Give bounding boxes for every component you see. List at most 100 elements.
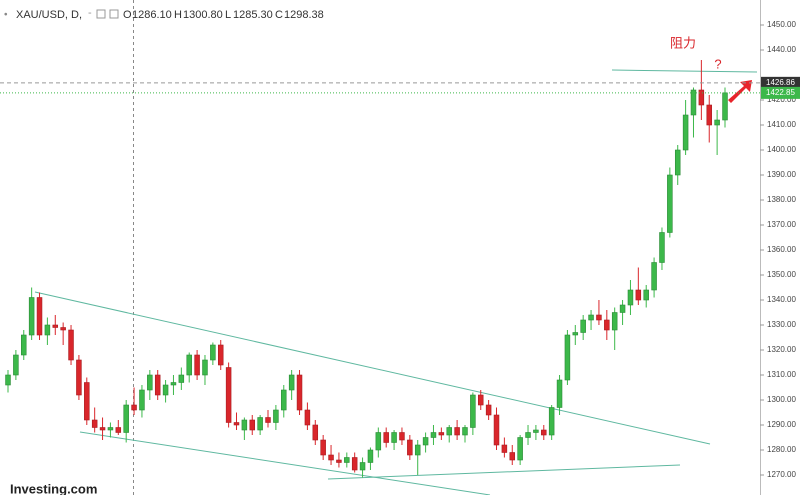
symbol: XAU/USD, D, bbox=[16, 9, 82, 21]
channel-lower bbox=[79, 431, 491, 495]
candle-body bbox=[123, 404, 129, 433]
arrow-icon bbox=[728, 80, 752, 103]
candle-body bbox=[351, 457, 358, 471]
y-tick-label: 1400.00 bbox=[767, 145, 796, 154]
candle-body bbox=[241, 419, 248, 431]
y-tick-label: 1440.00 bbox=[767, 45, 796, 54]
candle-body bbox=[225, 367, 232, 423]
candle-body bbox=[501, 444, 508, 453]
candle-body bbox=[304, 409, 311, 426]
candle-body bbox=[548, 407, 555, 436]
logo: Investing.com bbox=[10, 481, 97, 495]
candle-body bbox=[131, 404, 137, 411]
candle-body bbox=[52, 324, 59, 328]
ohlc-value: 1298.38 bbox=[284, 9, 324, 21]
candle-body bbox=[604, 319, 610, 331]
candle-body bbox=[674, 149, 681, 176]
candle-body bbox=[659, 232, 665, 263]
candle-body bbox=[525, 432, 531, 438]
y-tick-label: 1370.00 bbox=[767, 220, 796, 229]
candle-body bbox=[288, 374, 295, 391]
candle-body bbox=[154, 374, 161, 396]
y-tick-label: 1310.00 bbox=[767, 370, 796, 379]
candle-body bbox=[60, 327, 66, 331]
candle-body bbox=[107, 427, 114, 431]
y-tick-label: 1290.00 bbox=[767, 420, 796, 429]
candle-body bbox=[257, 417, 263, 431]
candle-body bbox=[714, 119, 720, 126]
header-marker: • bbox=[4, 10, 8, 21]
candle-body bbox=[651, 262, 657, 291]
candle-body bbox=[509, 452, 516, 461]
header: • XAU/USD, D, - O 1286.10 H 1300.80 L 12… bbox=[4, 7, 324, 21]
candle-body bbox=[233, 422, 240, 426]
candle-body bbox=[217, 344, 224, 366]
header-dash: - bbox=[88, 7, 92, 19]
candle-body bbox=[414, 444, 421, 456]
candle-body bbox=[273, 409, 279, 423]
candle-body bbox=[556, 379, 563, 408]
candle-body bbox=[517, 437, 523, 461]
candle-body bbox=[115, 427, 122, 433]
candle-body bbox=[44, 324, 51, 336]
ohlc-label: C bbox=[275, 9, 283, 21]
candle-body bbox=[682, 114, 689, 151]
candle-body bbox=[202, 359, 208, 376]
candle-body bbox=[438, 432, 445, 436]
candle-body bbox=[186, 354, 192, 376]
ohlc-value: 1286.10 bbox=[132, 9, 172, 21]
candle-body bbox=[619, 304, 626, 313]
annotation: ? bbox=[714, 56, 721, 71]
candle-body bbox=[572, 332, 579, 336]
annotation: 阻力 bbox=[670, 35, 696, 50]
candle-body bbox=[533, 429, 539, 433]
candle-body bbox=[147, 374, 153, 391]
candle-body bbox=[493, 414, 500, 446]
candle-body bbox=[336, 459, 342, 463]
candle-body bbox=[296, 374, 303, 411]
candle-body bbox=[139, 389, 145, 411]
ohlc-value: 1300.80 bbox=[183, 9, 223, 21]
candle-body bbox=[91, 419, 98, 428]
candle-body bbox=[407, 439, 413, 456]
last-price-label: 1422.85 bbox=[766, 88, 795, 97]
candle-body bbox=[690, 89, 697, 116]
candle-body bbox=[76, 359, 82, 396]
candle-body bbox=[627, 289, 634, 306]
y-tick-label: 1360.00 bbox=[767, 245, 796, 254]
y-tick-label: 1410.00 bbox=[767, 120, 796, 129]
y-tick-label: 1420.00 bbox=[767, 95, 796, 104]
channel-upper bbox=[34, 291, 711, 445]
candle-body bbox=[722, 92, 728, 121]
candle-body bbox=[36, 297, 43, 336]
candle-body bbox=[13, 354, 19, 376]
ohlc-value: 1285.30 bbox=[233, 9, 273, 21]
icon[interactable] bbox=[96, 9, 106, 19]
y-tick-label: 1390.00 bbox=[767, 170, 796, 179]
icon[interactable] bbox=[109, 9, 119, 19]
candle-body bbox=[706, 104, 712, 126]
candle-body bbox=[580, 319, 586, 333]
candle-body bbox=[635, 289, 642, 301]
y-tick-label: 1330.00 bbox=[767, 320, 796, 329]
candle-body bbox=[328, 454, 334, 461]
candle-body bbox=[28, 297, 35, 336]
candle-body bbox=[643, 289, 649, 301]
crosshair-price-tag bbox=[761, 76, 800, 89]
candles bbox=[5, 60, 728, 478]
candle-body bbox=[446, 427, 452, 436]
candle-body bbox=[84, 382, 90, 421]
candle-body bbox=[667, 174, 673, 233]
candle-body bbox=[178, 374, 185, 383]
candle-body bbox=[265, 417, 271, 423]
candle-body bbox=[344, 457, 350, 463]
candle-body bbox=[170, 382, 177, 386]
candle-body bbox=[162, 384, 169, 396]
y-tick-label: 1280.00 bbox=[767, 445, 796, 454]
candle-body bbox=[698, 89, 705, 106]
candle-body bbox=[462, 427, 468, 436]
candle-body bbox=[541, 429, 547, 436]
candle-body bbox=[391, 432, 397, 443]
